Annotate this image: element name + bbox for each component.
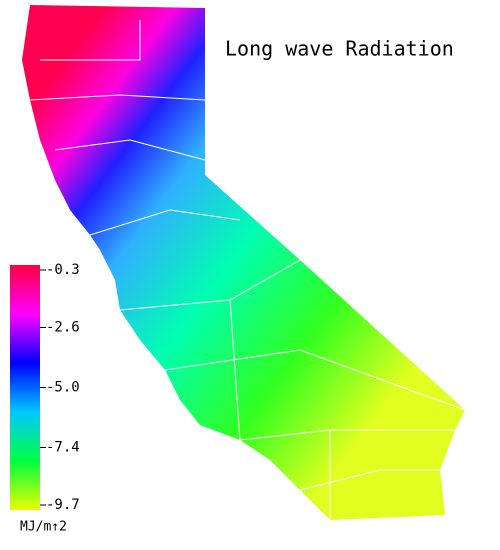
county-lines (29, 20, 466, 520)
colorbar-unit: MJ/m↑2 (20, 520, 67, 535)
colorbar (10, 265, 40, 510)
colorbar-tick-label: -5.0 (46, 380, 80, 396)
colorbar-tick-label: -7.4 (46, 440, 80, 456)
map-title: Long wave Radiation (225, 37, 454, 61)
california (22, 5, 465, 520)
colorbar-tick-label: -2.6 (46, 320, 80, 336)
colorbar-tick-label: -9.7 (46, 497, 80, 513)
colorbar-tick-label: -0.3 (46, 262, 80, 278)
